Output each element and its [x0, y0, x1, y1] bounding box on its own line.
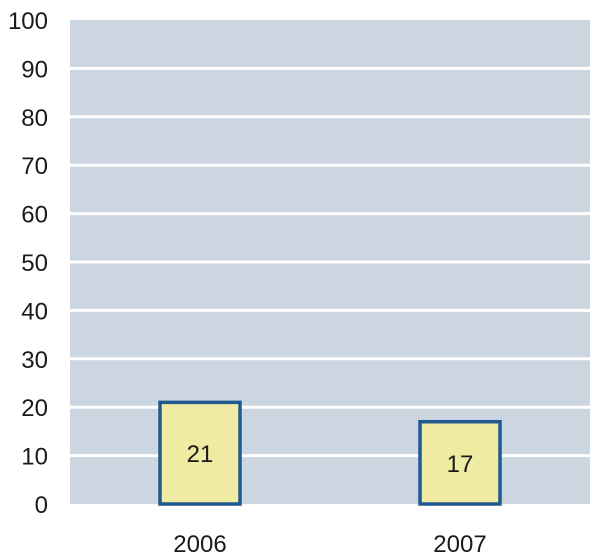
y-tick-label: 40 [21, 298, 48, 325]
y-tick-label: 100 [8, 8, 48, 35]
y-tick-label: 30 [21, 347, 48, 374]
y-tick-label: 80 [21, 105, 48, 132]
bar-value-label: 17 [447, 451, 474, 478]
y-tick-label: 20 [21, 395, 48, 422]
y-tick-label: 10 [21, 444, 48, 471]
y-tick-label: 0 [35, 492, 48, 519]
bar-value-label: 21 [187, 441, 214, 468]
gridlines [70, 66, 590, 458]
y-tick-label: 70 [21, 153, 48, 180]
x-tick-label: 2006 [173, 531, 226, 558]
y-tick-label: 50 [21, 250, 48, 277]
bars: 21 17 [158, 400, 502, 506]
bar-2006 [158, 400, 242, 506]
x-tick-label: 2007 [433, 531, 486, 558]
x-axis: 2006 2007 [173, 531, 486, 558]
y-tick-label: 60 [21, 202, 48, 229]
bar-2007 [418, 419, 502, 506]
y-axis: 0 10 20 30 40 50 60 70 80 90 100 [8, 8, 48, 519]
y-tick-label: 90 [21, 56, 48, 83]
